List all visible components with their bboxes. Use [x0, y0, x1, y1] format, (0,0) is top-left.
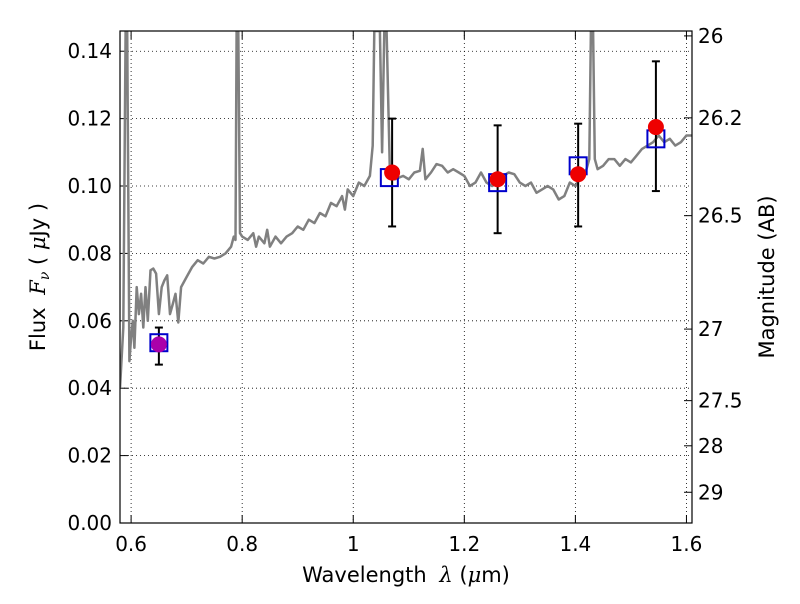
- y-tick-label: 0.00: [67, 511, 112, 535]
- y-tick-label: 0.06: [67, 309, 112, 333]
- y2-tick-label: 26.2: [698, 106, 743, 130]
- y2-tick-label: 28: [698, 434, 723, 458]
- y-tick-label: 0.08: [67, 241, 112, 265]
- x-tick-label: 0.8: [226, 532, 258, 556]
- x-axis-label: Wavelength λ (μm): [302, 563, 510, 587]
- observed-point: [489, 171, 506, 188]
- y2-tick-label: 26: [698, 24, 723, 48]
- y2-tick-label: 27: [698, 317, 723, 341]
- y-tick-label: 0.04: [67, 376, 112, 400]
- x-tick-label: 1.2: [448, 532, 480, 556]
- x-tick-label: 0.6: [115, 532, 147, 556]
- y2-tick-label: 29: [698, 480, 723, 504]
- y-tick-label: 0.02: [67, 444, 112, 468]
- y2-axis-label: Magnitude (AB): [755, 195, 779, 358]
- y-tick-label: 0.10: [67, 174, 112, 198]
- observed-point: [647, 119, 664, 136]
- y2-tick-labels: 26 26.2 26.5 27 27.5 28 29: [698, 24, 743, 504]
- observed-photometry-points: [150, 119, 664, 353]
- plot-frame: [119, 30, 693, 524]
- y-tick-label: 0.14: [67, 39, 112, 63]
- observed-point: [150, 336, 167, 353]
- y-tick-labels: 0.00 0.02 0.04 0.06 0.08 0.10 0.12 0.14: [67, 39, 112, 535]
- x-tick-label: 1: [347, 532, 360, 556]
- y2-tick-label: 26.5: [698, 204, 743, 228]
- x-tick-label: 1.4: [559, 532, 591, 556]
- observed-point: [570, 166, 587, 183]
- y2-tick-label: 27.5: [698, 389, 743, 413]
- x-tick-label: 1.6: [671, 532, 703, 556]
- y-axis-label: Flux Fν ( μJy ): [26, 203, 53, 351]
- y-tick-label: 0.12: [67, 107, 112, 131]
- observed-point: [384, 164, 401, 181]
- x-tick-labels: 0.6 0.8 1 1.2 1.4 1.6: [115, 532, 702, 556]
